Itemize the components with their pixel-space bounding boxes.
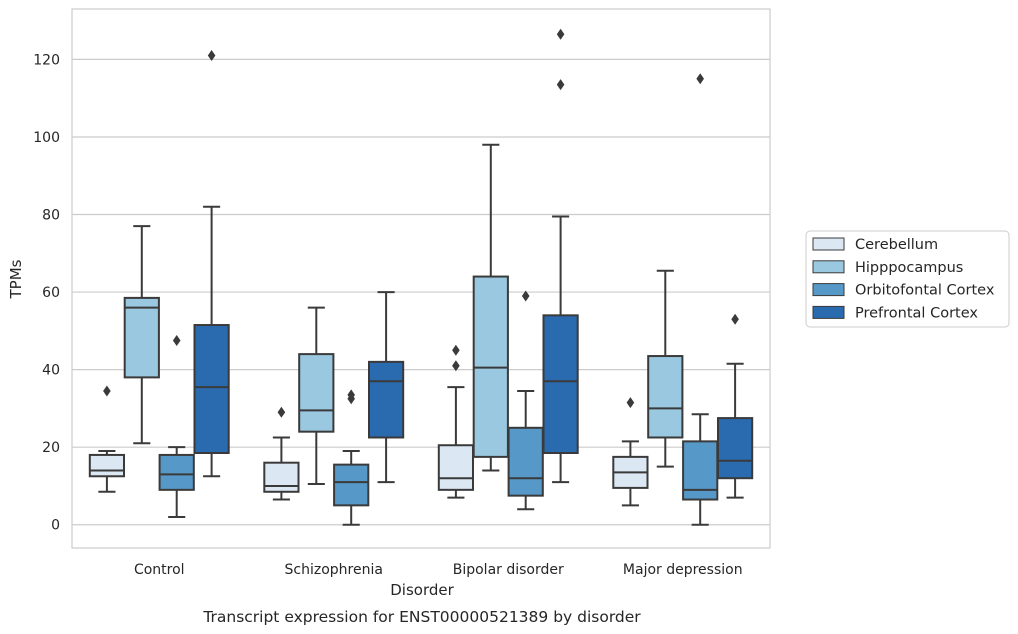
box-group — [682, 73, 719, 526]
box-group — [88, 385, 126, 493]
box-group — [333, 389, 370, 526]
outlier-point — [452, 344, 460, 356]
box-iqr — [507, 426, 544, 497]
x-tick-label: Bipolar disorder — [453, 562, 564, 578]
y-tick-label: 40 — [42, 363, 60, 379]
legend-swatch — [812, 305, 845, 319]
outlier-point — [103, 385, 111, 397]
box-group — [193, 50, 230, 478]
y-tick-label: 120 — [33, 52, 60, 68]
outlier-point — [172, 335, 181, 347]
outlier-point — [452, 360, 460, 372]
outlier-point — [696, 73, 704, 85]
box-iqr — [542, 314, 579, 454]
box-iqr — [716, 417, 754, 480]
legend-label: Prefrontal Cortex — [855, 305, 978, 321]
outlier-point — [277, 406, 286, 418]
box-group — [123, 225, 160, 445]
y-tick-labels: 0 20 40 60 80 100 120 — [33, 52, 60, 533]
box-iqr — [367, 360, 405, 439]
legend-swatch — [812, 283, 845, 297]
y-tick-label: 80 — [42, 208, 60, 224]
box-group — [367, 291, 405, 484]
outlier-point — [731, 313, 739, 325]
x-axis-title: Disorder — [390, 581, 454, 599]
box-group — [647, 269, 684, 468]
y-tick-label: 100 — [33, 130, 60, 146]
outlier-point — [556, 79, 565, 91]
box-group — [507, 290, 544, 511]
legend-item: Cerebellum — [812, 237, 938, 253]
legend-label: Orbitofontal Cortex — [855, 283, 995, 299]
box-iqr — [437, 444, 475, 491]
y-tick-label: 60 — [42, 285, 60, 301]
legend-label: Hipppocampus — [855, 260, 963, 276]
outlier-point — [347, 389, 355, 401]
legend-frame — [805, 230, 1010, 328]
legend-label: Cerebellum — [855, 237, 938, 253]
y-axis-title: TPMs — [7, 259, 25, 299]
legend-item: Prefrontal Cortex — [812, 305, 978, 321]
y-tick-label: 20 — [42, 440, 60, 456]
legend-item: Orbitofontal Cortex — [812, 283, 995, 299]
box-iqr — [263, 461, 300, 493]
box-iqr — [193, 324, 230, 454]
legend-item: Hipppocampus — [812, 260, 963, 276]
box-groups — [88, 28, 754, 526]
legend-swatch — [812, 260, 845, 274]
box-group — [542, 28, 579, 484]
box-iqr — [298, 353, 335, 433]
outlier-point — [626, 397, 635, 409]
x-tick-label: Major depression — [623, 562, 743, 578]
x-tick-label: Schizophrenia — [285, 562, 383, 578]
chart-caption: Transcript expression for ENST0000052138… — [202, 608, 641, 626]
box-iqr — [88, 453, 126, 478]
box-iqr — [647, 355, 684, 439]
box-iqr — [158, 453, 195, 491]
x-tick-label: Control — [134, 562, 185, 578]
x-tick-labels: Control Schizophrenia Bipolar disorder Majo… — [134, 562, 743, 578]
box-iqr — [333, 463, 370, 507]
box-group — [612, 397, 649, 507]
outlier-point — [521, 290, 530, 302]
box-group — [298, 306, 335, 486]
y-gridlines — [72, 58, 770, 526]
box-group — [263, 406, 300, 501]
legend: Cerebellum Hipppocampus Orbitofontal Corte… — [805, 230, 1010, 328]
box-iqr — [123, 296, 160, 379]
outlier-point — [207, 50, 216, 62]
y-tick-label: 0 — [51, 518, 60, 534]
outlier-point — [556, 28, 565, 40]
legend-swatch — [812, 237, 845, 251]
box-group — [437, 344, 475, 499]
box-group — [158, 335, 195, 518]
box-group — [472, 143, 509, 472]
box-group — [716, 313, 754, 499]
